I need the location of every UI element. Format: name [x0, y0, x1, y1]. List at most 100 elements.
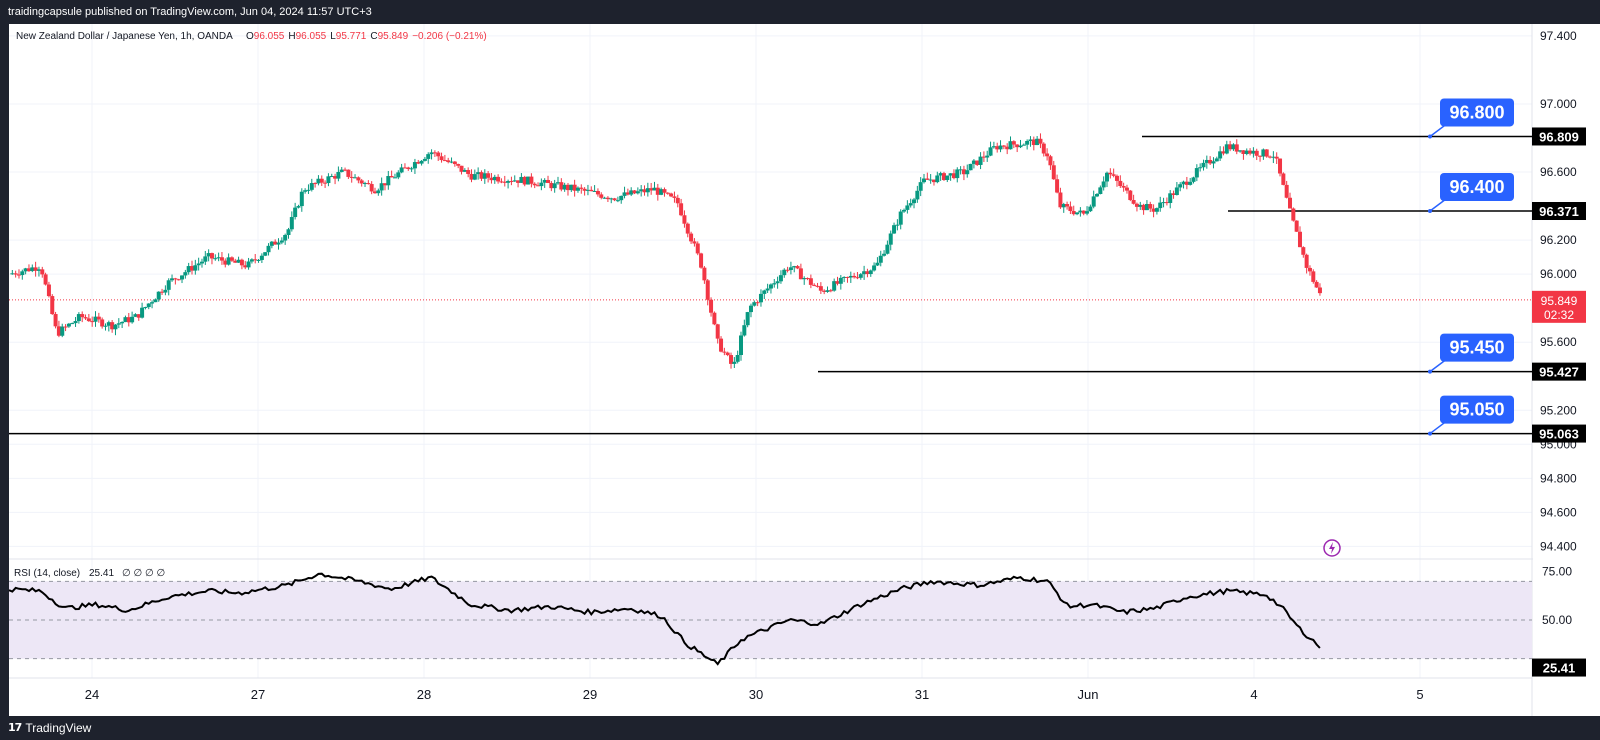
candle[interactable]: [363, 181, 368, 187]
candle[interactable]: [1008, 136, 1013, 150]
candle[interactable]: [416, 159, 421, 165]
candle[interactable]: [802, 276, 807, 285]
candle[interactable]: [985, 150, 990, 162]
candle[interactable]: [16, 269, 21, 279]
candle[interactable]: [1251, 147, 1256, 158]
candle[interactable]: [323, 180, 328, 188]
candle[interactable]: [868, 269, 873, 277]
candle[interactable]: [186, 262, 191, 275]
candle[interactable]: [559, 178, 564, 192]
candle[interactable]: [199, 258, 204, 268]
candle[interactable]: [442, 154, 447, 162]
candle[interactable]: [116, 318, 121, 329]
candle[interactable]: [532, 182, 537, 189]
candle[interactable]: [695, 241, 700, 256]
candle[interactable]: [76, 312, 81, 324]
candle[interactable]: [446, 157, 451, 164]
candle[interactable]: [359, 178, 364, 187]
candle[interactable]: [682, 210, 687, 228]
candle[interactable]: [399, 163, 404, 174]
candle[interactable]: [276, 238, 281, 250]
candle[interactable]: [569, 184, 574, 192]
candle[interactable]: [519, 173, 524, 183]
candle[interactable]: [955, 167, 960, 183]
candle[interactable]: [273, 239, 278, 245]
candle[interactable]: [379, 177, 384, 196]
candle[interactable]: [975, 160, 980, 166]
candle[interactable]: [73, 316, 78, 327]
candle[interactable]: [762, 289, 767, 300]
candle[interactable]: [412, 158, 417, 174]
candle[interactable]: [772, 279, 777, 288]
candle[interactable]: [719, 336, 724, 353]
candle[interactable]: [1021, 143, 1026, 146]
candle[interactable]: [113, 324, 118, 336]
candle[interactable]: [1231, 143, 1236, 151]
candle[interactable]: [143, 306, 148, 310]
candle[interactable]: [1111, 168, 1116, 178]
candle[interactable]: [546, 175, 551, 184]
alert-icon[interactable]: [1323, 539, 1341, 557]
candle[interactable]: [1191, 176, 1196, 184]
candle[interactable]: [805, 277, 810, 281]
candle[interactable]: [858, 272, 863, 280]
candle[interactable]: [219, 251, 224, 265]
candle[interactable]: [382, 183, 387, 191]
candle[interactable]: [329, 173, 334, 178]
candle[interactable]: [229, 256, 234, 262]
candle[interactable]: [466, 167, 471, 178]
candle[interactable]: [639, 185, 644, 197]
candle[interactable]: [1105, 171, 1110, 188]
candle[interactable]: [1081, 210, 1086, 216]
candle[interactable]: [579, 184, 584, 194]
candle[interactable]: [1178, 182, 1183, 192]
candle[interactable]: [170, 274, 175, 282]
candle[interactable]: [306, 184, 311, 194]
candle[interactable]: [1001, 145, 1006, 150]
candle[interactable]: [592, 185, 597, 192]
candle[interactable]: [615, 196, 620, 203]
candle[interactable]: [599, 192, 604, 200]
candle[interactable]: [1025, 139, 1030, 150]
candle[interactable]: [140, 302, 145, 319]
candle[interactable]: [1314, 280, 1319, 288]
candle[interactable]: [935, 171, 940, 184]
candle[interactable]: [426, 152, 431, 164]
candle[interactable]: [925, 172, 930, 180]
candle[interactable]: [582, 187, 587, 196]
candle[interactable]: [635, 187, 640, 195]
candle[interactable]: [196, 257, 201, 271]
candle[interactable]: [1288, 192, 1293, 209]
candle[interactable]: [429, 149, 434, 160]
candle[interactable]: [432, 150, 437, 157]
candle[interactable]: [1151, 204, 1156, 218]
candle[interactable]: [40, 266, 45, 278]
candle[interactable]: [1114, 174, 1119, 187]
candle[interactable]: [712, 311, 717, 326]
candle[interactable]: [865, 268, 870, 278]
candle[interactable]: [50, 294, 55, 315]
candle[interactable]: [785, 266, 790, 273]
candle[interactable]: [1018, 139, 1023, 149]
candle[interactable]: [981, 151, 986, 162]
candle[interactable]: [1098, 185, 1103, 195]
candle[interactable]: [1045, 148, 1050, 161]
candle[interactable]: [516, 180, 521, 188]
candle[interactable]: [795, 265, 800, 270]
candle[interactable]: [732, 357, 737, 369]
candle[interactable]: [386, 170, 391, 190]
candle[interactable]: [166, 278, 171, 296]
candle[interactable]: [835, 276, 840, 286]
candle[interactable]: [529, 173, 534, 188]
candle[interactable]: [885, 240, 890, 255]
candle[interactable]: [1284, 180, 1289, 199]
candle[interactable]: [313, 182, 318, 188]
candle[interactable]: [226, 253, 231, 266]
candle[interactable]: [36, 266, 41, 277]
candle[interactable]: [1184, 176, 1189, 190]
candle[interactable]: [918, 177, 923, 197]
candle[interactable]: [1121, 182, 1126, 192]
candle[interactable]: [572, 179, 577, 197]
candle[interactable]: [163, 285, 168, 296]
candle[interactable]: [1065, 201, 1070, 210]
